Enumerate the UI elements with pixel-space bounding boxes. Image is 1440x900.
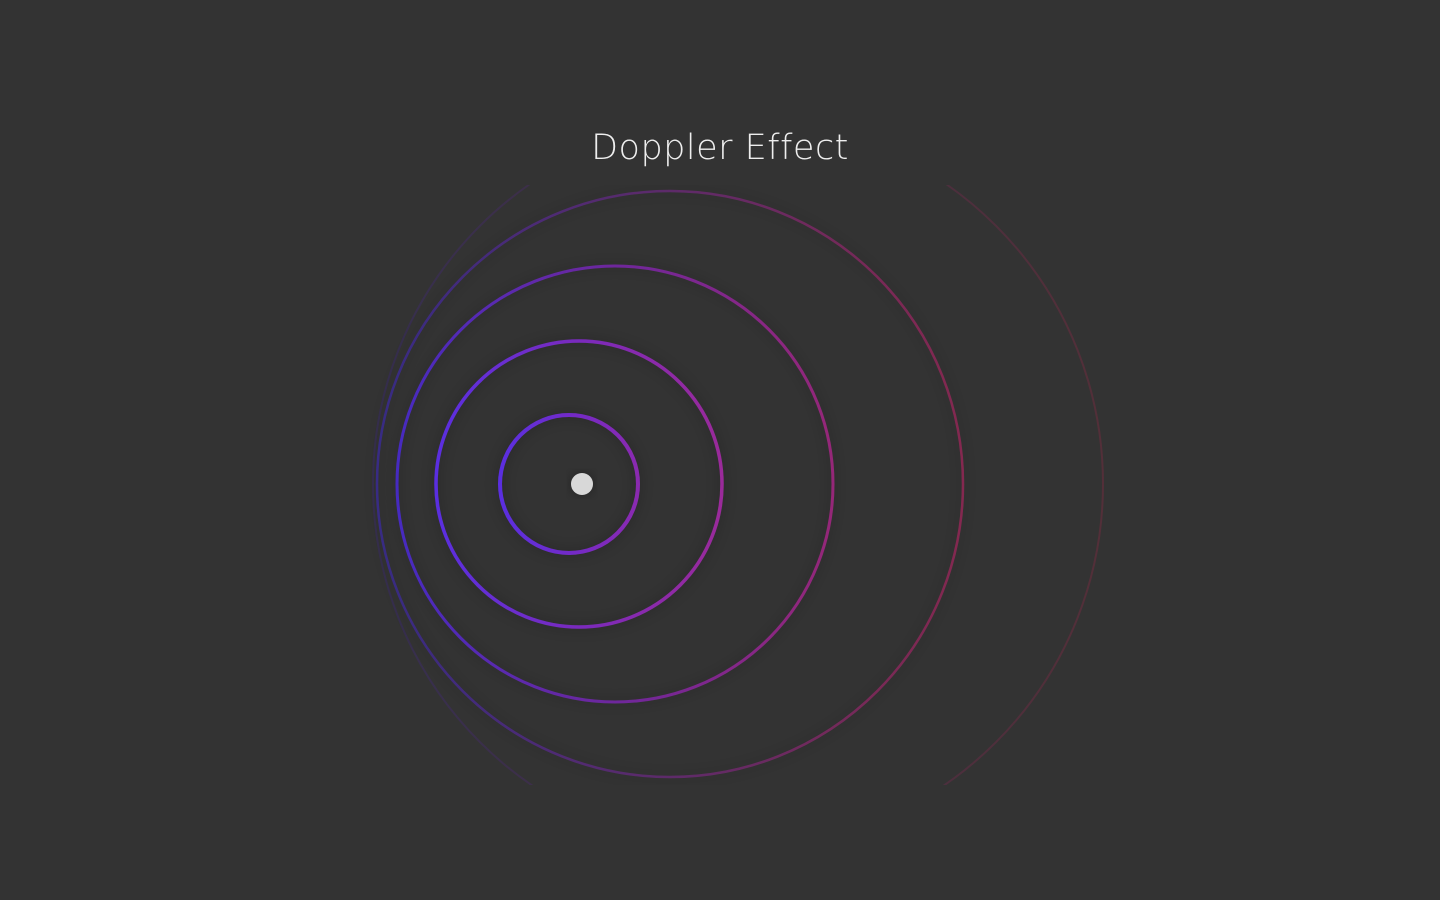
- wave-ring-3: [395, 264, 835, 704]
- wave-ring-5: [372, 118, 1104, 850]
- wave-ring-1: [498, 413, 640, 555]
- sound-source-dot: [571, 473, 593, 495]
- page-title: Doppler Effect: [591, 128, 849, 168]
- wave-ring-2: [434, 339, 724, 629]
- wave-ring-4: [375, 189, 965, 779]
